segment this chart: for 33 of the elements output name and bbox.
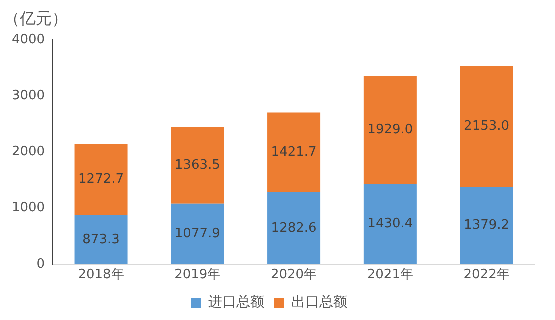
data-label: 1363.5 [174,158,220,174]
bar [171,204,224,264]
y-tick-label: 2000 [12,144,46,160]
bar [74,215,128,264]
data-label: 1929.0 [368,122,414,138]
x-tick-label: 2021年 [367,268,414,283]
bar [268,192,321,264]
data-label: 1282.6 [271,220,317,236]
x-tick-label: 2020年 [270,268,318,283]
bar [460,66,514,188]
x-tick-label: 2022年 [464,268,510,283]
legend-label: 进口总额 [208,294,264,311]
bar [74,144,128,216]
data-label: 1421.7 [271,144,317,160]
data-label: 1077.9 [174,226,220,242]
y-tick-label: 0 [36,256,46,272]
y-tick-label: 1000 [12,200,46,216]
bar [364,76,417,184]
bar [364,184,417,264]
x-tick-label: 2019年 [174,268,221,283]
y-tick-label: 4000 [12,32,46,48]
legend-label: 出口总额 [292,294,348,311]
x-tick-label: 2018年 [78,268,124,283]
y-axis-title: （亿元） [4,9,68,28]
data-label: 1430.4 [368,216,414,232]
data-label: 873.3 [82,232,120,248]
bar [171,127,224,204]
bar [268,112,321,192]
data-label: 1379.2 [464,218,510,234]
y-tick-label: 3000 [12,88,46,104]
bar [460,187,514,264]
data-label: 1272.7 [78,172,124,188]
data-label: 2153.0 [464,119,510,134]
